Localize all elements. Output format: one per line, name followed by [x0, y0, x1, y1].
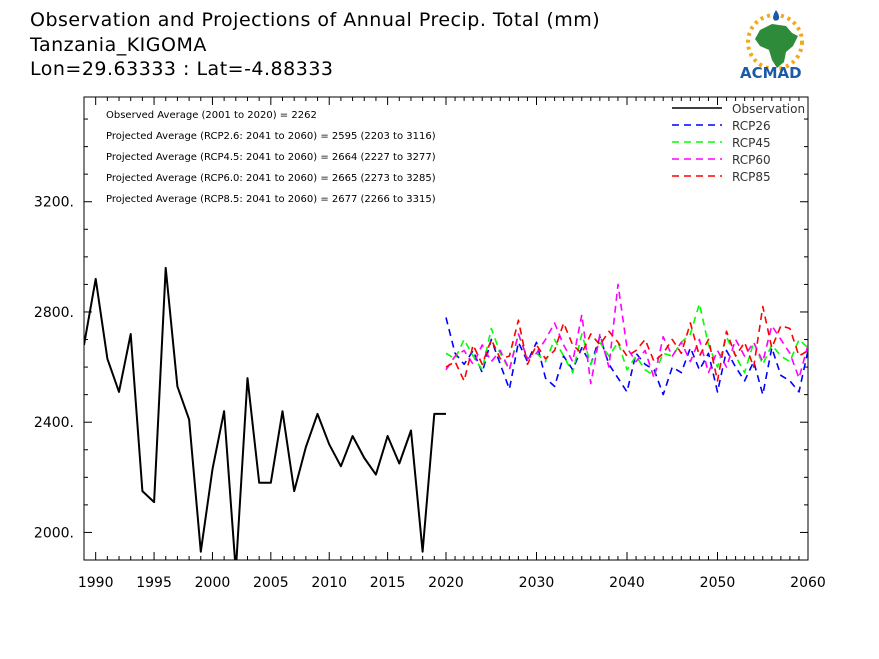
- legend-label-rcp60: RCP60: [732, 153, 771, 167]
- series-line-observation: [84, 266, 446, 560]
- x-tick-label: 2050: [700, 575, 736, 591]
- x-tick-label: 2005: [253, 575, 289, 591]
- x-tick-label: 2015: [370, 575, 406, 591]
- series-line-rcp85: [445, 305, 808, 382]
- data-series: [84, 266, 808, 560]
- x-tick-label: 2000: [195, 575, 231, 591]
- stats-rcp26-average: Projected Average (RCP2.6: 2041 to 2060)…: [106, 131, 436, 142]
- acmad-logo: ACMAD: [740, 10, 804, 82]
- x-tick-label: 1990: [78, 575, 114, 591]
- stats-rcp85-average: Projected Average (RCP8.5: 2041 to 2060)…: [106, 194, 436, 205]
- x-tick-label: 2060: [790, 575, 826, 591]
- y-tick-label: 3200.: [34, 195, 74, 211]
- chart-subtitle-station: Tanzania_KIGOMA: [29, 34, 207, 56]
- water-drop-icon: [773, 10, 780, 21]
- legend: Observation RCP26 RCP45 RCP60 RCP85: [672, 102, 805, 184]
- stats-observed-average: Observed Average (2001 to 2020) = 2262: [106, 110, 317, 121]
- axis-ticks: 1990 1995 2000 2005 2010 2015 2020 2030 2040 2050…: [34, 97, 826, 591]
- y-tick-label: 2000.: [34, 525, 74, 541]
- chart-subtitle-coordinates: Lon=29.63333 : Lat=-4.88333: [30, 58, 334, 80]
- legend-label-rcp45: RCP45: [732, 136, 771, 150]
- acmad-logo-text: ACMAD: [740, 64, 802, 82]
- series-line-rcp26: [445, 317, 808, 396]
- x-tick-label: 2020: [428, 575, 464, 591]
- x-tick-label: 2010: [311, 575, 347, 591]
- stats-rcp45-average: Projected Average (RCP4.5: 2041 to 2060)…: [106, 152, 436, 163]
- series-line-rcp60: [445, 283, 808, 385]
- africa-map-icon: [755, 24, 798, 68]
- x-tick-label: 1995: [136, 575, 172, 591]
- y-tick-label: 2800.: [34, 305, 74, 321]
- chart-title: Observation and Projections of Annual Pr…: [30, 9, 600, 31]
- stats-annotation: Observed Average (2001 to 2020) = 2262 P…: [106, 110, 436, 205]
- x-tick-label: 2040: [609, 575, 645, 591]
- legend-label-rcp26: RCP26: [732, 119, 771, 133]
- stats-rcp60-average: Projected Average (RCP6.0: 2041 to 2060)…: [106, 173, 436, 184]
- legend-label-rcp85: RCP85: [732, 170, 771, 184]
- x-tick-label: 2030: [519, 575, 555, 591]
- legend-label-observation: Observation: [732, 102, 805, 116]
- y-tick-label: 2400.: [34, 415, 74, 431]
